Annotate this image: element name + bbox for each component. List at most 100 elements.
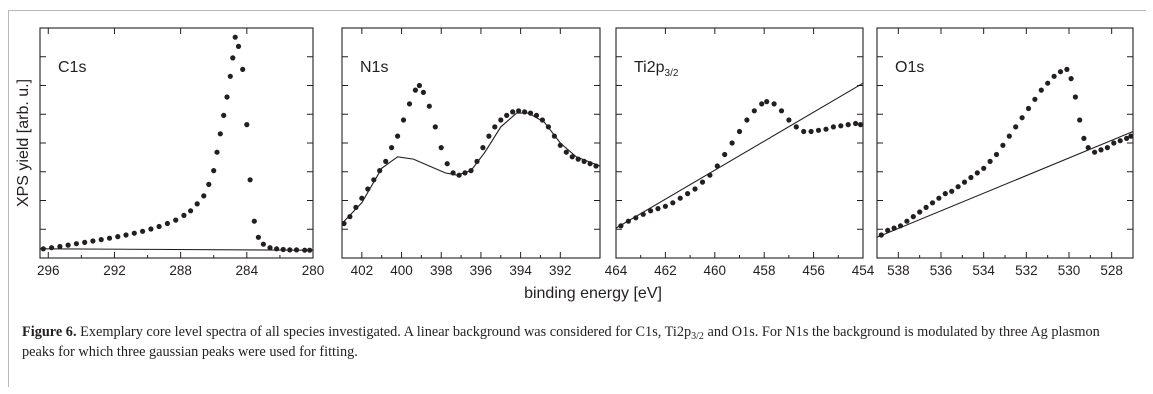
x-tick-label: 534 (972, 263, 995, 278)
data-point (640, 211, 646, 217)
data-point (764, 99, 770, 105)
data-point (845, 122, 851, 128)
data-point (420, 89, 426, 95)
figure-frame (8, 10, 1146, 387)
data-point (359, 195, 365, 201)
data-point (897, 223, 904, 229)
data-point (247, 177, 253, 183)
data-point (492, 124, 498, 130)
data-point (981, 165, 987, 171)
x-tick-label: 462 (654, 263, 677, 278)
data-point (98, 237, 104, 243)
data-point (655, 206, 661, 212)
data-point (786, 117, 792, 123)
x-tick-label: 284 (236, 263, 259, 278)
data-point (618, 223, 624, 229)
data-point (736, 128, 743, 135)
data-point (498, 117, 504, 123)
data-point (587, 161, 593, 167)
data-point (164, 220, 170, 227)
data-point (123, 232, 129, 238)
data-point (878, 232, 884, 238)
x-tick-label: 394 (509, 263, 532, 278)
data-point (260, 241, 266, 247)
data-point (949, 188, 955, 194)
data-point (400, 117, 407, 123)
data-point (801, 128, 807, 135)
data-point (1013, 124, 1019, 130)
caption-label: Figure 6. (22, 324, 77, 340)
data-point (90, 238, 96, 244)
x-tick-label: 400 (390, 263, 413, 278)
data-point (131, 230, 137, 236)
data-point (347, 214, 353, 220)
data-point (778, 108, 785, 114)
data-point (648, 208, 654, 214)
data-point (416, 82, 422, 89)
x-tick-label: 454 (852, 263, 875, 278)
panel-3: 464 462 460 458 456 454 Ti2p3/2 (605, 27, 875, 278)
data-point (670, 200, 676, 206)
data-point (468, 168, 474, 174)
data-point (1045, 80, 1051, 86)
data-point (815, 127, 822, 133)
x-tick-label: 532 (1015, 263, 1038, 278)
data-point (232, 34, 238, 40)
data-point (302, 247, 308, 253)
data-point (251, 218, 257, 224)
x-tick-label: 392 (549, 263, 572, 278)
data-point (240, 66, 246, 72)
data-point (1072, 94, 1078, 100)
data-point (353, 204, 359, 210)
data-point (974, 170, 980, 176)
data-point (504, 112, 510, 118)
data-point (1051, 73, 1057, 79)
x-tick-label: 456 (802, 263, 825, 278)
data-point (923, 204, 929, 210)
background-fit-line (39, 248, 314, 251)
data-point (904, 218, 910, 224)
panel-title: Ti2p3/2 (634, 59, 679, 79)
data-point (287, 247, 293, 253)
data-point (830, 124, 837, 130)
data-point (545, 124, 552, 130)
x-tick-label: 296 (37, 263, 60, 278)
data-point (714, 163, 720, 169)
data-point (1128, 133, 1134, 139)
data-point (156, 223, 162, 230)
x-tick-label: 402 (351, 263, 374, 278)
data-point (744, 117, 750, 123)
data-point (49, 245, 55, 251)
data-point (722, 151, 728, 158)
data-point (885, 227, 891, 233)
data-point (853, 120, 859, 127)
data-point (57, 243, 63, 250)
data-point (1025, 105, 1032, 112)
data-point (82, 239, 88, 245)
data-point (1092, 149, 1098, 155)
data-point (307, 247, 313, 253)
data-point (961, 179, 968, 185)
data-point (539, 117, 546, 123)
data-point (891, 225, 897, 231)
data-point (685, 191, 691, 197)
data-point (406, 101, 413, 107)
panel-title-subscript: 3/2 (665, 68, 679, 79)
data-point (267, 245, 273, 251)
panel-title: N1s (360, 59, 388, 76)
data-point (224, 94, 230, 100)
x-tick-label: 464 (605, 263, 628, 278)
data-point (633, 215, 639, 221)
caption-subscript: 3/2 (691, 331, 704, 342)
figure-caption: Figure 6. Exemplary core level spectra o… (22, 322, 1132, 362)
data-point (1111, 140, 1117, 146)
x-tick-label: 536 (930, 263, 953, 278)
data-point (563, 149, 569, 155)
x-tick-label: 460 (704, 263, 727, 278)
data-point (593, 163, 599, 169)
data-point (917, 209, 923, 215)
data-point (1124, 135, 1130, 141)
panel-2: 402 400 398 396 394 392 N1s (341, 27, 601, 278)
data-point (450, 170, 456, 176)
